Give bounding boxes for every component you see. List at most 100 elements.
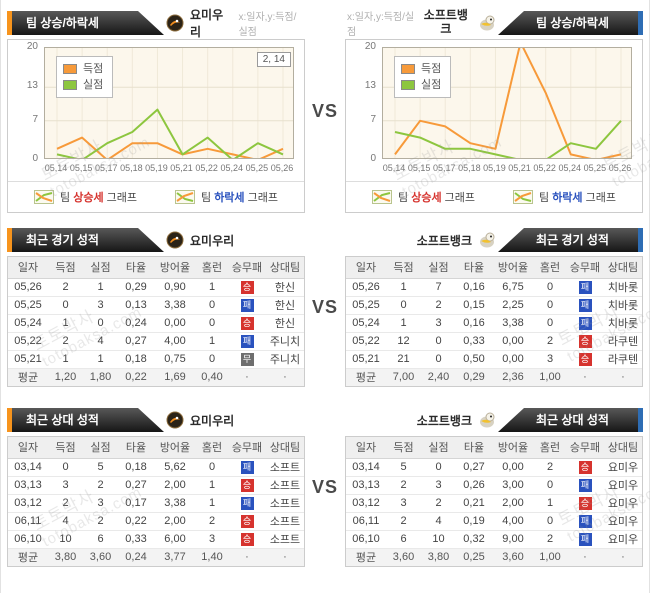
team-logo-yomiuri xyxy=(166,14,184,32)
tab-accent-orange xyxy=(7,408,12,432)
vs-label: VS xyxy=(311,101,338,121)
team-logo-softbank xyxy=(478,14,496,32)
table-row: 05,26 2 1 0,29 0,90 1 승 한신 xyxy=(8,278,304,297)
rise-graph-icon xyxy=(372,190,393,204)
table-row: 03,12 3 2 0,21 2,00 1 승 요미우 xyxy=(346,494,642,513)
recent-table-right: 일자 득점 실점 타율 방어율 홈런 승무패 상대팀 05,26 1 7 0,16 6,75 0 패 치바롯… xyxy=(345,256,643,387)
chart-tooltip: 2, 14 xyxy=(256,52,291,67)
tab-accent-orange xyxy=(7,11,12,35)
graph-button-strip: 팀 상승세 그래프 팀 하락세 그래프 xyxy=(346,181,642,212)
result-badge: 승 xyxy=(240,532,254,546)
x-axis-tick: 05,15 xyxy=(69,163,93,173)
table-row: 06,11 4 2 0,22 2,00 2 승 소프트 xyxy=(8,512,304,531)
table-row: 03,14 0 5 0,18 5,62 0 패 소프트 xyxy=(8,458,304,477)
h2h-table-left: 일자 득점 실점 타율 방어율 홈런 승무패 상대팀 03,14 0 5 0,18 5,62 0 패 소프트… xyxy=(7,436,305,567)
legend-swatch-score xyxy=(401,64,415,74)
tab-accent-orange xyxy=(7,228,12,252)
rise-graph-button[interactable]: 팀 상승세 그래프 xyxy=(34,189,137,205)
y-axis-tick: 20 xyxy=(26,41,38,52)
vs-label: VS xyxy=(311,476,338,497)
y-axis-tick: 0 xyxy=(370,153,376,164)
x-axis-tick: 05,14 xyxy=(382,163,406,173)
legend-swatch-score xyxy=(63,64,77,74)
table-row: 05,25 0 3 0,13 3,38 0 패 한신 xyxy=(8,296,304,315)
legend-label-concede: 실점 xyxy=(421,79,442,91)
table-row: 05,24 1 0 0,24 0,00 0 승 한신 xyxy=(8,314,304,333)
table-row: 05,21 1 1 0,18 0,75 0 무 주니치 xyxy=(8,350,304,369)
x-axis-tick: 05,21 xyxy=(508,163,531,173)
x-axis-tick: 05,24 xyxy=(558,163,582,173)
recent-table-left: 일자 득점 실점 타율 방어율 홈런 승무패 상대팀 05,26 2 1 0,29 0,90 1 승 한신 0… xyxy=(7,256,305,387)
result-badge: 승 xyxy=(578,460,592,474)
result-badge: 패 xyxy=(240,334,254,348)
tab-accent-blue xyxy=(638,228,643,252)
rise-graph-button[interactable]: 팀 상승세 그래프 xyxy=(372,189,475,205)
x-axis-tick: 05,24 xyxy=(220,163,244,173)
y-axis-tick: 13 xyxy=(26,80,38,92)
result-badge: 패 xyxy=(578,280,592,294)
team-name-left: 요미우리 xyxy=(190,233,235,248)
table-average-row: 평균 3,60 3,80 0,25 3,60 1,00 · · xyxy=(346,548,642,566)
table-average-row: 평균 7,00 2,40 0,29 2,36 1,00 · · xyxy=(346,368,642,386)
chart-legend: 득점 실점 xyxy=(56,56,114,98)
result-badge: 승 xyxy=(240,478,254,492)
result-badge: 패 xyxy=(240,298,254,312)
x-axis-tick: 05,25 xyxy=(583,163,607,173)
x-axis-tick: 05,15 xyxy=(407,163,431,173)
trend-chart-card-right: 득점 실점 0 7 13 20 05,14 05,15 05,17 05,18 05,19 05,… xyxy=(345,39,643,213)
table-row: 05,26 1 7 0,16 6,75 0 패 치바롯 xyxy=(346,278,642,297)
table-row: 06,10 10 6 0,33 6,00 3 승 소프트 xyxy=(8,530,304,549)
graph-button-strip: 팀 상승세 그래프 팀 하락세 그래프 xyxy=(8,181,304,212)
x-axis-tick: 05,17 xyxy=(94,163,118,173)
team-logo-softbank xyxy=(478,411,496,429)
legend-label-concede: 실점 xyxy=(83,79,104,91)
result-badge: 패 xyxy=(578,514,592,528)
result-badge: 패 xyxy=(578,532,592,546)
h2h-tab-left: 최근 상대 성적 xyxy=(12,408,164,432)
result-badge: 승 xyxy=(578,496,592,510)
result-badge: 승 xyxy=(578,352,592,366)
axis-note-right: x:일자,y:득점/실점 xyxy=(347,12,415,38)
result-badge: 패 xyxy=(240,460,254,474)
result-badge: 패 xyxy=(240,496,254,510)
table-row: 05,21 21 0 0,50 0,00 3 승 라쿠텐 xyxy=(346,350,642,369)
result-badge: 무 xyxy=(240,352,254,366)
fall-graph-icon xyxy=(513,190,533,204)
fall-graph-button[interactable]: 팀 하락세 그래프 xyxy=(513,189,616,205)
result-badge: 승 xyxy=(240,514,254,528)
x-axis-tick: 05,14 xyxy=(44,163,68,173)
y-axis-tick: 7 xyxy=(370,113,376,125)
team-name-right: 소프트뱅크 xyxy=(423,8,468,36)
table-row: 03,13 3 2 0,27 2,00 1 승 소프트 xyxy=(8,476,304,495)
chart-legend: 득점 실점 xyxy=(394,56,452,98)
vs-label: VS xyxy=(311,296,338,317)
rise-graph-icon xyxy=(34,190,55,204)
table-average-row: 평균 3,80 3,60 0,24 3,77 1,40 · · xyxy=(8,548,304,566)
table-row: 03,12 2 3 0,17 3,38 1 패 소프트 xyxy=(8,494,304,513)
x-axis-tick: 05,26 xyxy=(270,163,294,173)
table-row: 05,24 1 3 0,16 3,38 0 패 치바롯 xyxy=(346,314,642,333)
head-to-head-section: 최근 상대 성적 요미우리 일자 득점 실점 타율 방어율 홈런 승무패 상대팀 03,14 0… xyxy=(7,407,643,567)
x-axis-tick: 05,22 xyxy=(533,163,556,173)
legend-swatch-concede xyxy=(63,80,77,90)
team-logo-yomiuri xyxy=(166,231,184,249)
result-badge: 승 xyxy=(240,280,254,294)
team-logo-softbank xyxy=(478,231,496,249)
result-badge: 승 xyxy=(240,316,254,330)
trend-chart-card-left: 득점 실점 2, 14 0 7 13 20 05,14 05,15 05,17 05,18 05… xyxy=(7,39,305,213)
trend-section: 팀 상승/하락세 요미우리 x:일자,y:득점/실점 득점 실점 2, 14 0… xyxy=(7,8,643,213)
x-axis-tick: 05,25 xyxy=(245,163,269,173)
table-row: 06,11 2 4 0,19 4,00 0 패 요미우 xyxy=(346,512,642,531)
fall-graph-button[interactable]: 팀 하락세 그래프 xyxy=(175,189,278,205)
x-axis-tick: 05,18 xyxy=(120,163,143,173)
x-axis-tick: 05,18 xyxy=(458,163,481,173)
result-badge: 승 xyxy=(578,334,592,348)
team-name-left: 요미우리 xyxy=(190,8,224,39)
y-axis-tick: 0 xyxy=(32,153,38,164)
axis-note-left: x:일자,y:득점/실점 xyxy=(238,12,297,38)
table-row: 05,22 12 0 0,33 0,00 2 승 라쿠텐 xyxy=(346,332,642,351)
legend-swatch-concede xyxy=(401,80,415,90)
x-axis-tick: 05,17 xyxy=(432,163,456,173)
fall-graph-icon xyxy=(175,190,195,204)
